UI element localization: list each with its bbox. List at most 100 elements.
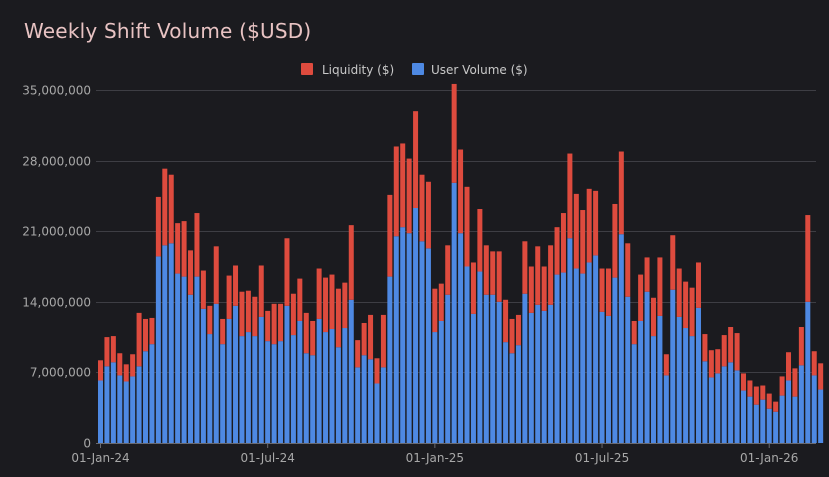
bar-user-volume[interactable] [560,272,566,443]
bar-user-volume[interactable] [188,294,194,443]
bar-user-volume[interactable] [220,344,226,443]
bar-liquidity[interactable] [528,266,534,313]
bar-user-volume[interactable] [162,245,168,443]
bar-user-volume[interactable] [515,345,521,443]
bar-user-volume[interactable] [715,373,721,443]
bar-user-volume[interactable] [303,353,309,443]
bar-user-volume[interactable] [541,310,547,443]
bar-user-volume[interactable] [213,303,219,443]
bar-user-volume[interactable] [773,411,779,443]
bar-liquidity[interactable] [271,303,277,345]
bar-user-volume[interactable] [464,266,470,444]
bar-liquidity[interactable] [670,235,676,290]
bar-user-volume[interactable] [650,336,656,443]
bar-liquidity[interactable] [123,364,129,382]
bar-liquidity[interactable] [355,340,361,368]
bar-user-volume[interactable] [194,276,200,443]
bar-user-volume[interactable] [123,381,129,443]
bar-user-volume[interactable] [207,334,213,443]
bar-liquidity[interactable] [779,376,785,396]
bar-liquidity[interactable] [612,203,618,278]
bar-liquidity[interactable] [702,334,708,362]
bar-liquidity[interactable] [818,363,824,390]
bar-liquidity[interactable] [393,146,399,237]
bar-user-volume[interactable] [425,248,431,443]
bar-user-volume[interactable] [586,262,592,443]
bar-liquidity[interactable] [361,322,367,356]
bar-liquidity[interactable] [348,225,354,300]
bar-user-volume[interactable] [329,329,335,443]
bar-liquidity[interactable] [98,360,103,381]
bar-liquidity[interactable] [400,143,406,228]
bar-liquidity[interactable] [387,194,393,277]
bar-user-volume[interactable] [625,296,631,443]
bar-liquidity[interactable] [110,336,116,363]
bar-user-volume[interactable] [245,332,251,443]
bar-liquidity[interactable] [741,373,746,391]
bar-user-volume[interactable] [130,376,136,443]
bar-user-volume[interactable] [342,328,348,443]
bar-liquidity[interactable] [181,221,187,277]
bar-user-volume[interactable] [98,380,103,443]
bar-liquidity[interactable] [503,299,509,343]
bar-liquidity[interactable] [773,401,779,412]
bar-liquidity[interactable] [580,210,586,274]
bar-user-volume[interactable] [734,370,740,443]
bar-liquidity[interactable] [638,274,644,321]
bar-liquidity[interactable] [548,245,554,305]
bar-user-volume[interactable] [387,276,393,443]
bar-liquidity[interactable] [618,151,624,235]
bar-user-volume[interactable] [374,383,380,443]
bar-user-volume[interactable] [612,277,618,443]
bar-user-volume[interactable] [104,366,110,443]
bar-user-volume[interactable] [535,304,541,443]
bar-liquidity[interactable] [483,245,489,295]
bar-liquidity[interactable] [245,290,251,333]
bar-user-volume[interactable] [753,404,759,443]
bar-liquidity[interactable] [683,281,689,329]
bar-user-volume[interactable] [168,243,174,443]
bar-liquidity[interactable] [490,251,496,295]
bar-user-volume[interactable] [323,332,329,443]
bar-user-volume[interactable] [580,273,586,443]
bar-liquidity[interactable] [535,246,541,305]
bar-liquidity[interactable] [143,318,149,352]
bar-user-volume[interactable] [509,353,515,443]
bar-liquidity[interactable] [593,190,599,256]
bar-liquidity[interactable] [265,310,271,342]
bar-user-volume[interactable] [297,320,303,443]
bar-liquidity[interactable] [560,213,566,273]
bar-liquidity[interactable] [650,297,656,337]
bar-user-volume[interactable] [258,316,264,443]
bar-liquidity[interactable] [380,314,386,368]
legend-label-liquidity[interactable]: Liquidity ($) [322,63,394,77]
bar-user-volume[interactable] [335,347,341,443]
bar-user-volume[interactable] [490,294,496,443]
bar-user-volume[interactable] [567,238,573,443]
bar-user-volume[interactable] [400,227,406,443]
bar-liquidity[interactable] [278,303,284,342]
bar-user-volume[interactable] [117,375,123,443]
bar-liquidity[interactable] [470,262,476,314]
bar-liquidity[interactable] [413,111,419,208]
bar-liquidity[interactable] [766,393,772,409]
bar-liquidity[interactable] [136,312,142,367]
bar-user-volume[interactable] [226,318,232,443]
bar-liquidity[interactable] [297,278,303,321]
bar-liquidity[interactable] [323,277,329,333]
bar-liquidity[interactable] [708,350,714,378]
bar-liquidity[interactable] [252,296,258,337]
bar-user-volume[interactable] [458,233,464,443]
bar-user-volume[interactable] [503,342,509,443]
bar-liquidity[interactable] [188,250,194,295]
bar-user-volume[interactable] [483,294,489,443]
bar-liquidity[interactable] [728,327,734,363]
bar-liquidity[interactable] [567,153,573,239]
bar-user-volume[interactable] [181,276,187,443]
bar-user-volume[interactable] [554,274,560,443]
bar-user-volume[interactable] [316,318,322,443]
bar-user-volume[interactable] [702,361,708,443]
bar-liquidity[interactable] [458,149,464,234]
bar-liquidity[interactable] [149,317,155,345]
bar-user-volume[interactable] [689,336,695,443]
